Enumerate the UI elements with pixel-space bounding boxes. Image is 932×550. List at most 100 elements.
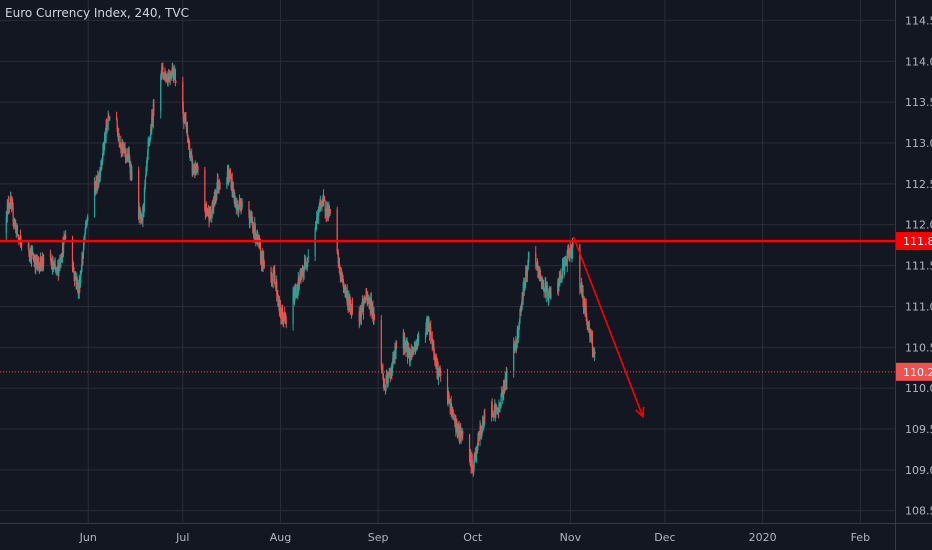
time-axis[interactable]: Jun Jul Aug Sep Oct Nov Dec 2020 Feb [79,531,870,544]
candle-body [359,317,361,322]
candle-body [195,168,198,172]
candle-body [143,187,146,207]
x-tick-label: Jul [175,531,189,544]
candle-body [240,204,242,209]
candle-body [120,142,122,150]
candle-body [387,373,389,384]
candle-body [228,172,231,180]
candle-body [84,232,86,236]
candle-body [277,296,279,301]
candle-body [412,350,414,352]
candle-body [6,203,8,217]
candle-body [117,128,119,136]
candle-body [325,211,327,214]
candle-body [49,254,52,258]
candle-body [12,204,14,208]
candle-body [42,264,44,266]
candle-body [40,267,43,269]
candle-body [193,169,195,173]
candle-body [587,323,589,327]
candle-body [479,426,481,440]
candle-body [207,213,209,215]
y-tick-label: 114.5 [905,14,932,27]
candle-body [498,405,501,410]
candle-body [276,295,278,297]
candle-body [28,252,31,257]
candle-body [236,204,239,208]
candle-body [295,293,297,296]
candle-body [513,343,515,372]
candle-body [389,371,391,376]
candle-body [82,253,84,260]
candle-body [425,324,428,329]
candle-body [363,300,366,303]
candle-body [427,324,429,329]
candle-body [161,66,163,75]
candle-body [499,406,502,408]
price-axis[interactable]: 108.5 109.0 109.5 110.0 110.5 111.0 111.5 112.0… [905,14,932,517]
candle-body [449,400,451,402]
candle-body [568,257,570,259]
candle-body [456,421,458,427]
candle-body [301,271,304,273]
candle-body [38,262,40,266]
candle-body [395,346,397,354]
candle-body [342,285,345,288]
candle-body [583,299,585,309]
candle-body [186,127,189,136]
candle-body [303,270,305,273]
candle-body [383,384,386,388]
candle-body [362,300,365,313]
candle-body [15,228,17,233]
y-tick-label: 113.5 [905,96,932,109]
candle-body [364,302,366,304]
candle-body [142,207,144,221]
candle-body [80,273,82,278]
candle-body [215,193,217,199]
candle-body [275,284,277,286]
candle-body [590,330,592,336]
candle-body [572,242,574,245]
candle-body [146,153,149,158]
candle-body [491,403,493,411]
x-tick-label: Sep [368,531,389,544]
candle-body [506,371,508,384]
candle-body [15,223,17,233]
candle-body [416,343,418,346]
candle-body [52,267,55,269]
candle-body [61,257,63,260]
candle-body [435,360,437,364]
candle-body [337,252,339,264]
candle-body [151,116,153,118]
candle-body [39,267,41,272]
candle-body [524,282,526,284]
candle-body [65,235,67,240]
x-tick-label: Nov [560,531,582,544]
candle-body [430,326,432,338]
candle-body [496,409,498,411]
candle-body [211,203,213,216]
candle-body [131,170,133,180]
candle-body [586,322,588,324]
candle-body [470,454,472,466]
candle-body [439,371,441,374]
candle-body [191,154,193,158]
candle-body [494,404,496,415]
candle-body [566,251,568,267]
candle-body [42,254,45,265]
candle-body [457,424,459,437]
candle-body [571,242,574,255]
candle-body [270,267,272,279]
candle-body [415,343,417,349]
candle-body [17,234,19,236]
candle-body [174,70,177,81]
candle-body [253,228,255,236]
candle-body [166,77,168,80]
candle-body [241,201,243,208]
candle-body [340,272,343,279]
candle-body [437,362,439,378]
candle-body [14,221,16,224]
candle-body [259,243,261,246]
